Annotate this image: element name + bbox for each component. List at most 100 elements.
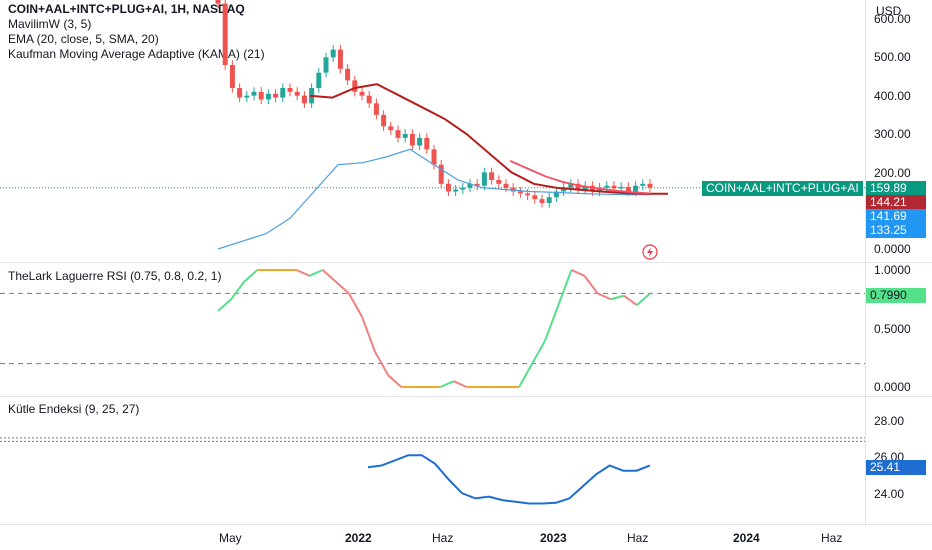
rsi-segment [230,281,245,300]
rsi-legend[interactable]: TheLark Laguerre RSI (0.75, 0.8, 0.2, 1) [8,269,222,283]
candle-body [301,95,307,104]
candle-body [417,137,423,146]
candle-body [625,186,631,192]
candle-body [582,185,588,190]
candle-body [503,183,509,188]
candle-body [215,0,221,4]
indicator-kama[interactable]: Kaufman Moving Average Adaptive (KAMA) (… [8,47,265,61]
candle-body [388,126,394,131]
candle-body [640,183,646,186]
candle-body [359,91,365,96]
candle-body [568,183,574,188]
rsi-segment [518,363,534,388]
x-label-haz-3: Haz [821,531,843,545]
rsi-segment [610,294,625,301]
last-price-tag: 159.89 [866,181,926,196]
ema2-price-tag: 133.25 [866,223,926,238]
kama-price-tag: 144.21 [866,195,926,210]
kama-line [309,83,669,195]
rsi-segment [322,269,337,283]
candle-body [546,197,552,203]
rsi-segment [597,292,612,301]
candle-body [222,3,228,65]
rsi-segment [374,351,390,376]
x-label-2024: 2024 [733,531,760,545]
symbol-label-tag: COIN+AAL+INTC+PLUG+AI [702,181,863,196]
rsi-tick-1: 1.0000 [874,263,911,277]
price-tick-600: 600.00 [874,12,911,26]
candle-body [618,186,624,189]
x-label-may: May [219,531,242,545]
price-tick-200: 200.00 [874,166,911,180]
rsi-segment [361,316,377,353]
candle-body [345,68,351,81]
candle-body [553,191,559,198]
candle-body [229,65,235,88]
candle-body [251,91,257,96]
symbol-title[interactable]: COIN+AAL+INTC+PLUG+AI, 1H, NASDAQ [8,2,245,16]
candle-body [265,93,271,100]
candle-body [561,187,567,192]
candle-body [539,199,545,203]
candle-body [532,195,538,200]
price-tick-zero: 0.0000 [874,242,911,256]
rsi-tick-05: 0.5000 [874,322,911,336]
mass-index-line [367,454,651,505]
rsi-segment [387,374,402,388]
candle-body [589,185,595,192]
candle-body [273,93,279,98]
indicator-ema[interactable]: EMA (20, close, 5, SMA, 20) [8,32,159,46]
candle-body [525,193,531,196]
candle-body [496,180,502,184]
candle-body [611,185,617,189]
rsi-segment [544,304,560,341]
lightning-icon [642,244,658,260]
candle-body [474,183,480,186]
candle-body [287,88,293,92]
ema-line [217,148,651,250]
candle-body [258,91,264,100]
rsi-segment [348,292,363,318]
price-legend: COIN+AAL+INTC+PLUG+AI, 1H, NASDAQ Mavili… [8,2,265,62]
candle-body [366,95,372,104]
candle-body [381,114,387,127]
candle-body [402,134,408,138]
candle-body [409,134,415,146]
x-label-haz-1: Haz [432,531,454,545]
candle-body [330,49,336,58]
candle-body [489,172,495,180]
rsi-segment [243,269,258,283]
rsi-segment [531,339,547,365]
candle-body [424,137,430,150]
currency-label: USD [876,4,902,18]
candle-body [445,183,451,192]
ema-price-tag: 141.69 [866,209,926,224]
candle-body [395,130,401,138]
candle-body [244,95,250,98]
rsi-tick-0: 0.0000 [874,380,911,394]
candle-body [604,185,610,188]
candle-body [323,57,329,73]
candle-body [431,149,437,165]
candle-body [337,49,343,69]
mass-tick-24: 24.00 [874,487,905,501]
candle-body [647,183,653,188]
mavilim-line [509,159,651,195]
mass-legend[interactable]: Kütle Endeksi (9, 25, 27) [8,402,140,416]
price-tick-300: 300.00 [874,127,911,141]
indicator-mavilim[interactable]: MavilimW (3, 5) [8,17,92,31]
candle-body [467,183,473,188]
candle-body [575,183,581,190]
x-label-2023: 2023 [540,531,567,545]
rsi-segment [636,292,651,306]
candle-body [438,164,444,184]
candle-body [633,185,639,192]
rsi-segment [571,269,585,277]
price-tick-500: 500.00 [874,50,911,64]
rsi-segment [440,380,455,388]
candle-body [453,189,459,192]
price-tick-400: 400.00 [874,89,911,103]
rsi-value-tag: 0.7990 [866,288,926,303]
rsi-segment [623,294,638,306]
